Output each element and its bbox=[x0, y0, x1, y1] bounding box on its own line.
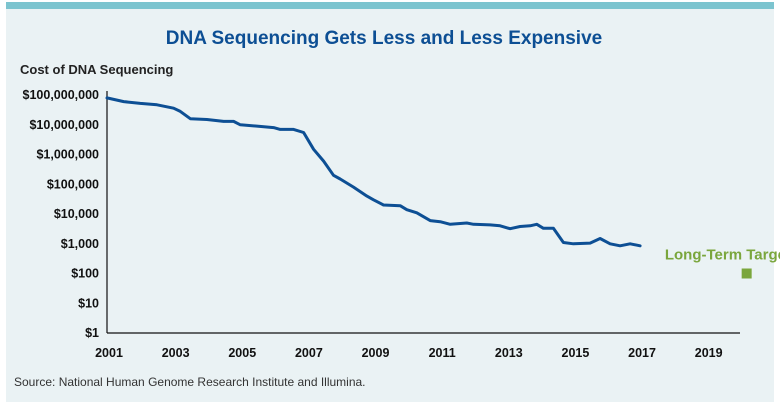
y-tick-label: $100,000 bbox=[47, 177, 99, 191]
x-tick-label: 2003 bbox=[162, 346, 190, 360]
y-axis-label: Cost of DNA Sequencing bbox=[20, 62, 174, 77]
target-cost-label: Long-Term Target Cost bbox=[665, 247, 780, 264]
x-tick-label: 2019 bbox=[695, 346, 723, 360]
x-tick-label: 2001 bbox=[95, 346, 123, 360]
y-tick-labels: $1 $10 $100 $1,000 $10,000 $100,000 $1,000,000… bbox=[23, 88, 100, 340]
annotation-group: Long-Term Target Cost bbox=[665, 247, 780, 279]
cost-series-line bbox=[105, 96, 642, 248]
source-note: Source: National Human Genome Research I… bbox=[14, 375, 366, 389]
y-tick-label: $100,000,000 bbox=[23, 88, 100, 102]
x-tick-label: 2011 bbox=[429, 346, 456, 360]
x-tick-label: 2007 bbox=[295, 346, 323, 360]
x-tick-label: 2017 bbox=[628, 346, 656, 360]
y-tick-label: $10,000,000 bbox=[29, 118, 99, 132]
x-tick-label: 2005 bbox=[228, 346, 256, 360]
x-tick-label: 2015 bbox=[562, 346, 590, 360]
x-tick-label: 2013 bbox=[495, 346, 523, 360]
y-tick-label: $1,000 bbox=[61, 237, 99, 251]
y-tick-label: $10 bbox=[78, 296, 99, 310]
y-tick-label: $10,000 bbox=[54, 207, 99, 221]
chart-title: DNA Sequencing Gets Less and Less Expens… bbox=[165, 28, 603, 49]
x-tick-label: 2009 bbox=[362, 346, 390, 360]
y-tick-label: $1,000,000 bbox=[36, 148, 99, 162]
series-lines bbox=[105, 96, 642, 248]
axes bbox=[106, 91, 740, 334]
y-tick-label: $1 bbox=[85, 326, 99, 340]
y-tick-label: $100 bbox=[71, 267, 99, 281]
target-cost-marker bbox=[741, 268, 752, 279]
top-accent-bar bbox=[6, 2, 774, 9]
x-tick-labels: 2001 2003 2005 2007 2009 2011 2013 2015 2017 2019 bbox=[95, 346, 723, 360]
chart-frame bbox=[6, 2, 774, 402]
